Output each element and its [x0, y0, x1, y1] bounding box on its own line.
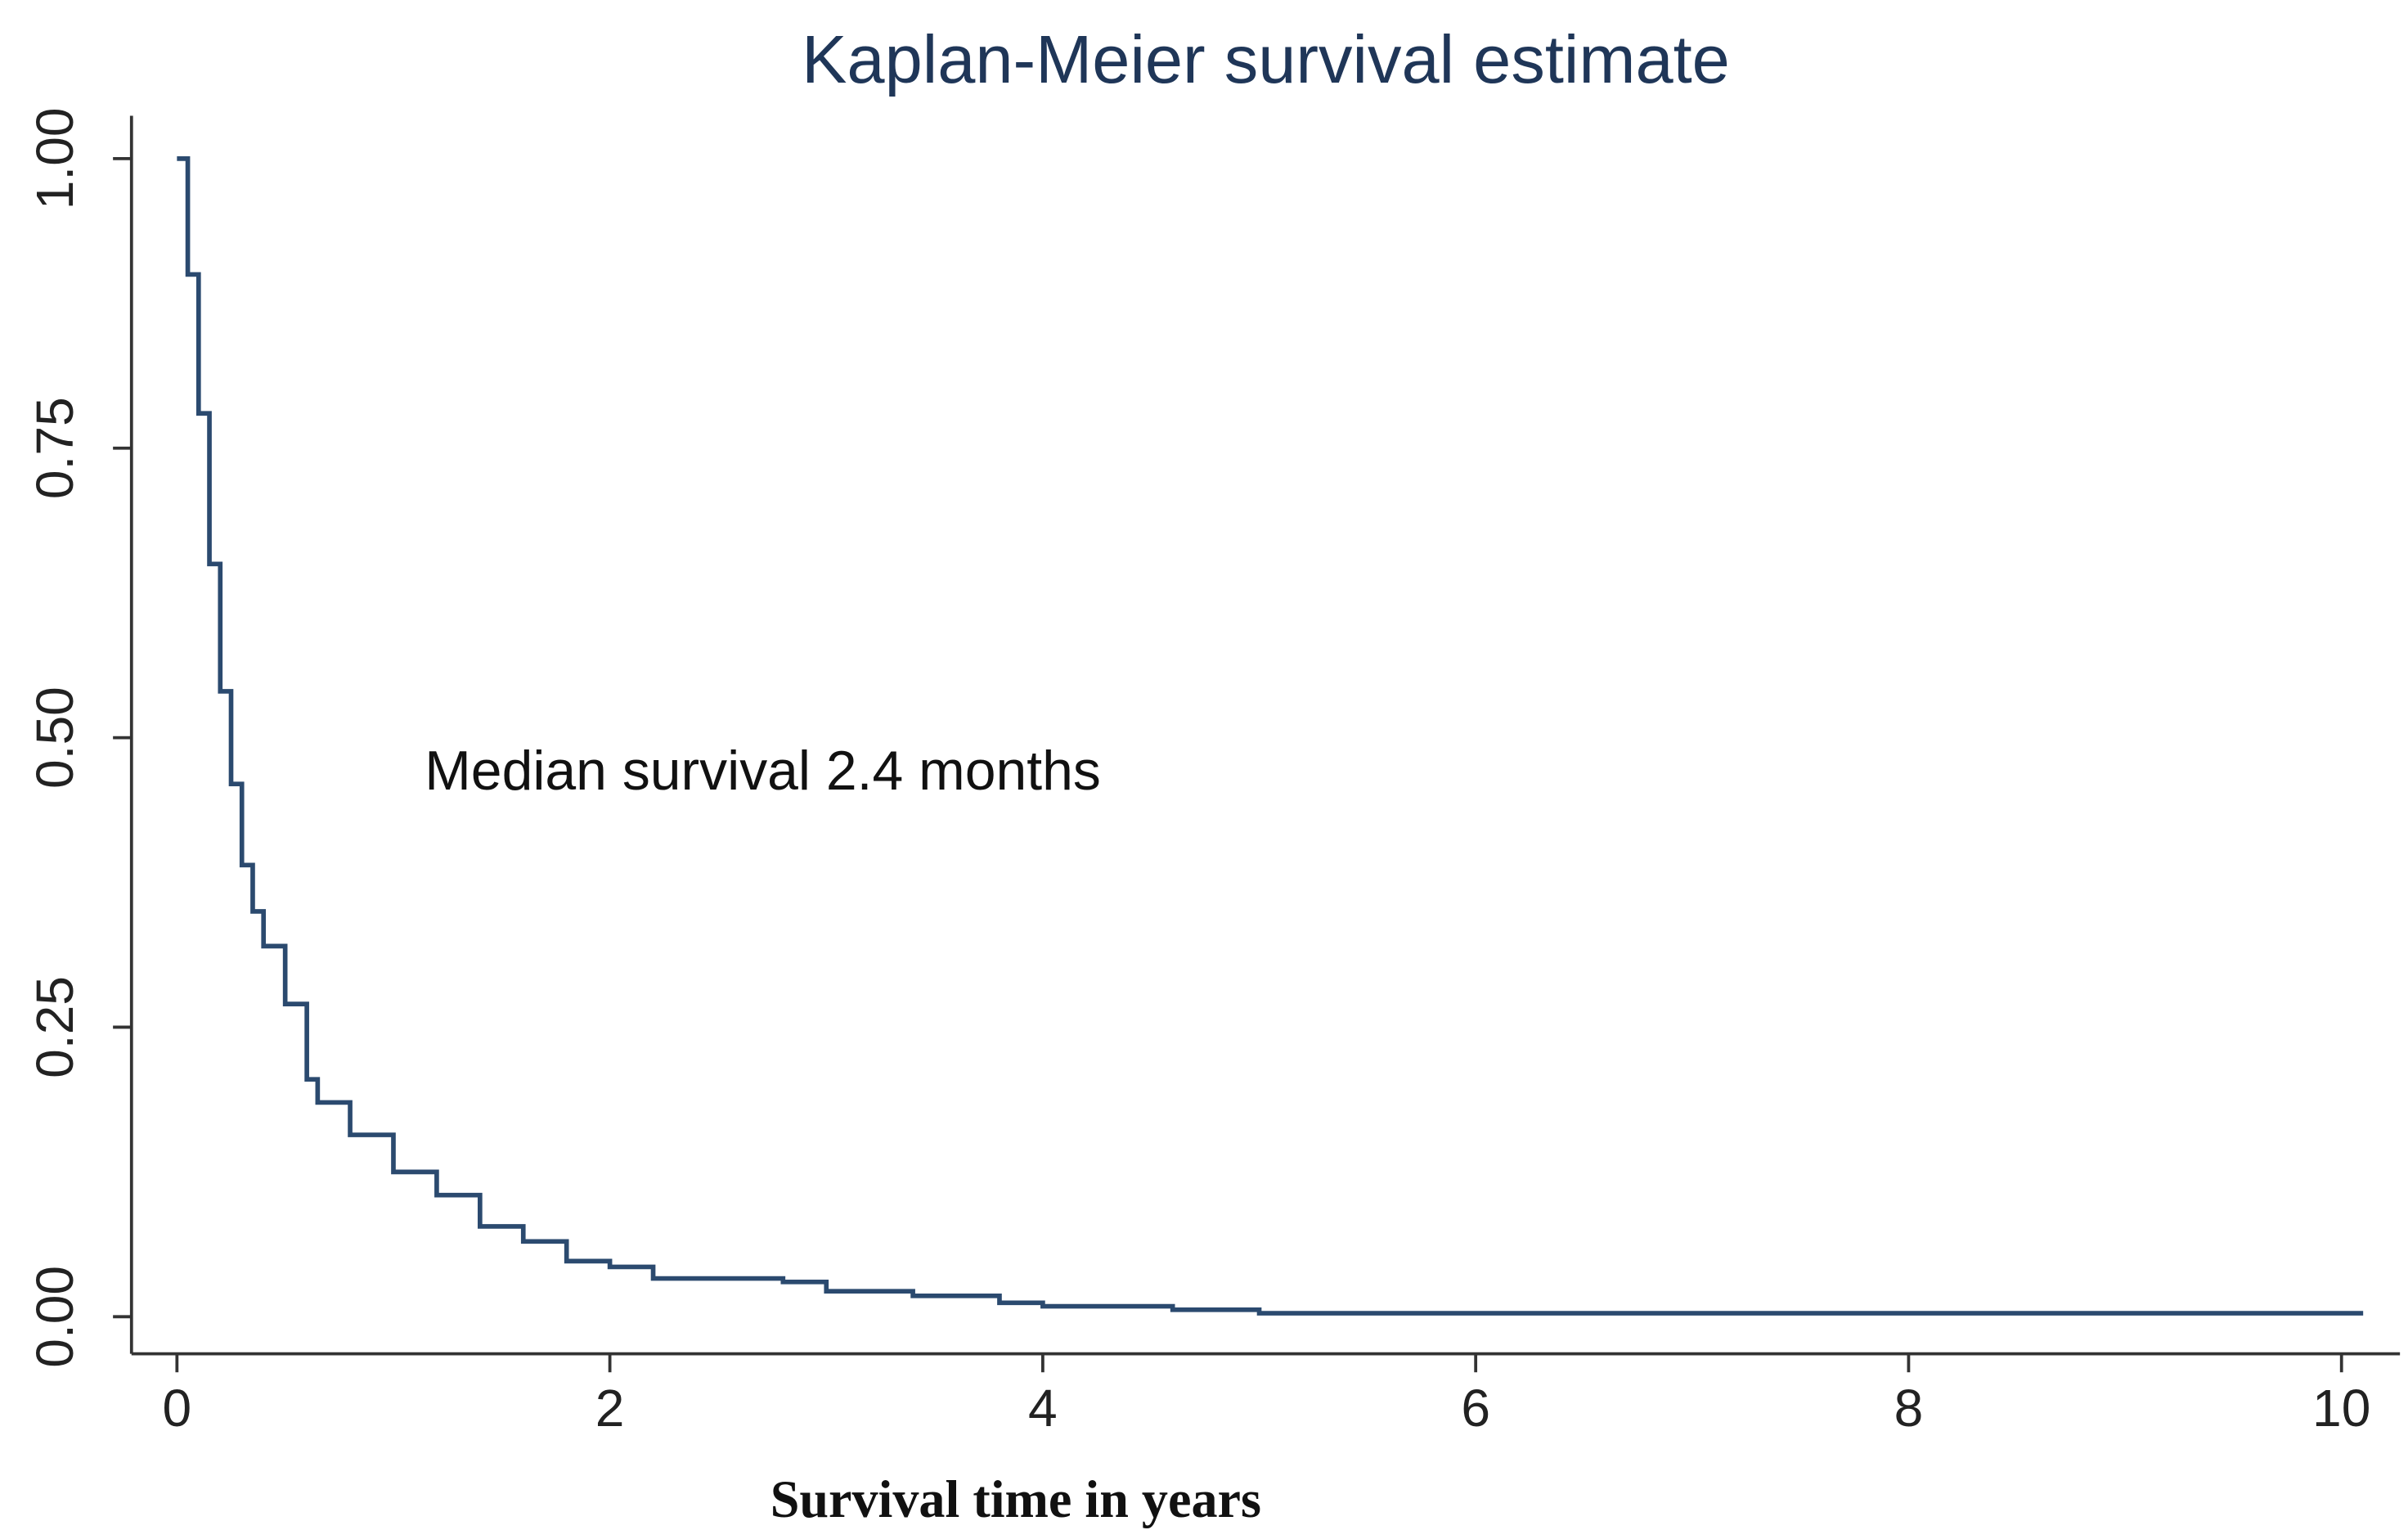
- annotation: Median survival 2.4 months: [425, 740, 1101, 802]
- chart-title: Kaplan-Meier survival estimate: [802, 21, 1730, 97]
- y-tick-label: 0.75: [25, 397, 84, 499]
- y-tick-label: 0.50: [25, 686, 84, 789]
- x-tick-label: 6: [1461, 1379, 1490, 1438]
- x-axis-label: Survival time in years: [770, 1470, 1261, 1528]
- x-tick-label: 10: [2312, 1379, 2370, 1438]
- x-tick-label: 2: [595, 1379, 625, 1438]
- y-tick-label: 1.00: [25, 107, 84, 209]
- y-tick-label: 0.00: [25, 1266, 84, 1368]
- x-tick-label: 0: [163, 1379, 192, 1438]
- x-tick-label: 4: [1028, 1379, 1058, 1438]
- survival-curve: [177, 156, 2364, 1316]
- y-tick-label: 0.25: [25, 976, 84, 1078]
- x-tick-label: 8: [1894, 1379, 1924, 1438]
